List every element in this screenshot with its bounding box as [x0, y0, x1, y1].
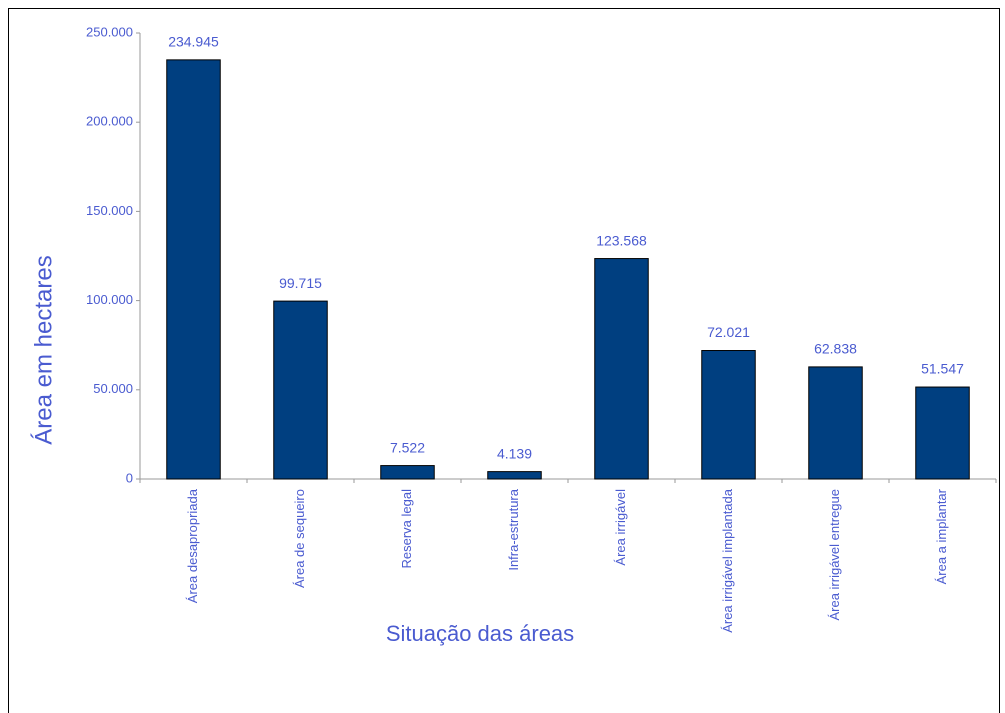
y-tick-label: 0	[126, 470, 133, 485]
x-tick-label: Área irrigável entregue	[827, 489, 842, 621]
bar	[166, 59, 221, 480]
x-tick-label: Área desapropriada	[185, 488, 200, 603]
y-axis-title: Área em hectares	[30, 255, 57, 444]
x-tick-label: Área irrigável implantada	[720, 488, 735, 633]
y-tick-label: 50.000	[93, 381, 133, 396]
data-label: 62.838	[814, 341, 857, 357]
bar	[701, 350, 756, 480]
x-tick-label: Reserva legal	[399, 489, 414, 569]
y-tick-label: 200.000	[86, 114, 133, 129]
data-label: 7.522	[390, 439, 425, 455]
data-label: 72.021	[707, 324, 750, 340]
x-tick-label: Área a implantar	[934, 488, 949, 584]
data-label: 51.547	[921, 361, 964, 377]
data-label: 234.945	[168, 34, 219, 50]
y-tick-label: 150.000	[86, 203, 133, 218]
data-label: 123.568	[596, 232, 647, 248]
bar	[380, 465, 435, 480]
bar	[915, 386, 970, 480]
x-tick-label: Área irrigável	[613, 489, 628, 566]
y-tick-label: 250.000	[86, 24, 133, 39]
bar	[808, 366, 863, 480]
bar	[487, 471, 542, 480]
x-tick-label: Infra-estrutura	[506, 488, 521, 570]
data-label: 4.139	[497, 445, 532, 461]
data-label: 99.715	[279, 275, 322, 291]
y-tick-label: 100.000	[86, 292, 133, 307]
x-axis-title: Situação das áreas	[386, 621, 574, 646]
bar	[273, 300, 328, 480]
bar	[594, 258, 649, 480]
chart-border	[8, 8, 1000, 713]
x-tick-label: Área de sequeiro	[292, 489, 307, 588]
